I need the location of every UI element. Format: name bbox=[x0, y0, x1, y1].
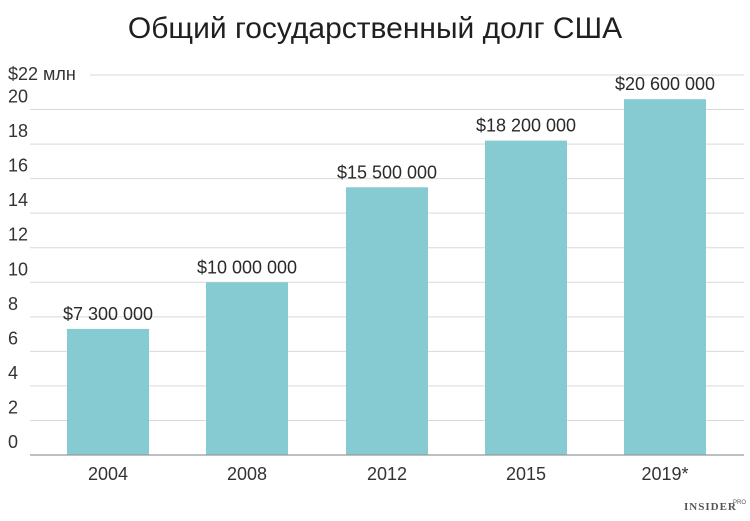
data-labels: $7 300 000 $10 000 000 $15 500 000 $18 200 … bbox=[63, 74, 715, 324]
data-label: $15 500 000 bbox=[337, 162, 437, 182]
bars bbox=[67, 99, 706, 456]
x-tick-label: 2019* bbox=[641, 464, 688, 484]
x-tick-label: 2004 bbox=[88, 464, 128, 484]
x-tick-label: 2015 bbox=[506, 464, 546, 484]
x-tick-label: 2012 bbox=[367, 464, 407, 484]
y-tick-label: 4 bbox=[8, 363, 18, 383]
y-tick-label: 14 bbox=[8, 190, 28, 210]
bar bbox=[624, 99, 706, 455]
logo-sup: PRO bbox=[733, 500, 746, 506]
x-tick-label: 2008 bbox=[227, 464, 267, 484]
y-axis: $22 млн 0 2 4 6 8 10 12 14 16 18 20 bbox=[8, 64, 76, 452]
bar bbox=[206, 282, 288, 455]
logo-text: INSIDER bbox=[684, 501, 737, 513]
data-label: $18 200 000 bbox=[476, 116, 576, 136]
y-tick-label: 12 bbox=[8, 225, 28, 245]
y-tick-label: 0 bbox=[8, 432, 18, 452]
insider-pro-logo: INSIDER PRO bbox=[684, 500, 746, 513]
y-tick-label: 2 bbox=[8, 397, 18, 417]
chart-title: Общий государственный долг США bbox=[128, 12, 622, 45]
data-label: $7 300 000 bbox=[63, 304, 153, 324]
data-label: $10 000 000 bbox=[197, 257, 297, 277]
bar bbox=[67, 328, 149, 455]
y-tick-label: 8 bbox=[8, 294, 18, 314]
y-tick-label: 20 bbox=[8, 87, 28, 107]
x-axis: 2004 2008 2012 2015 2019* bbox=[30, 454, 744, 484]
data-label: $20 600 000 bbox=[615, 74, 715, 94]
y-unit-label: $22 млн bbox=[8, 64, 76, 84]
y-tick-label: 6 bbox=[8, 328, 18, 348]
y-tick-label: 10 bbox=[8, 259, 28, 279]
bar bbox=[485, 140, 567, 456]
bar bbox=[346, 187, 428, 456]
y-tick-label: 16 bbox=[8, 156, 28, 176]
y-tick-label: 18 bbox=[8, 121, 28, 141]
